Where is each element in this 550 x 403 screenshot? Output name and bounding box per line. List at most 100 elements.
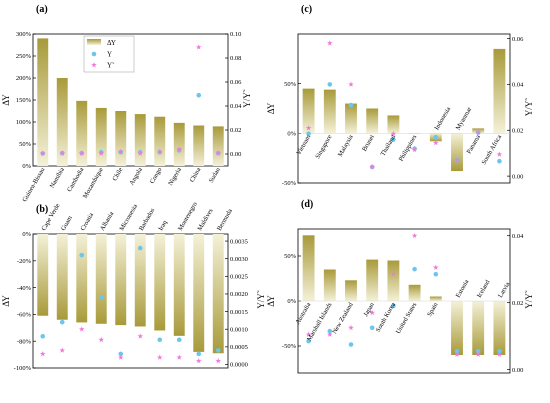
y-axis-title: ΔΥ — [266, 102, 276, 114]
bar-delta-9 — [493, 48, 506, 134]
point-upsilon-tilde-5 — [411, 232, 418, 239]
category-label: Panama — [466, 134, 482, 155]
y-tick-label: 50% — [284, 253, 297, 260]
bar-delta-3 — [95, 107, 107, 166]
category-label: Australia — [294, 301, 312, 325]
y-tick-label: 0% — [22, 231, 31, 238]
panel-label: (b) — [36, 204, 48, 215]
y-tick-label: 50% — [19, 141, 32, 148]
point-upsilon-2 — [348, 342, 354, 347]
category-label: Singapore — [314, 134, 333, 160]
y2-axis-title: Υ/Υ̃ — [524, 290, 534, 308]
bar-delta-8 — [472, 301, 485, 355]
category-label: Micronesia — [118, 203, 139, 232]
y-tick-label: -40% — [17, 285, 32, 292]
y2-tick-label: 0.0025 — [230, 274, 248, 281]
category-label: South Korea — [375, 301, 397, 333]
category-label: Spain — [426, 301, 440, 318]
bar-delta-5 — [408, 133, 421, 134]
point-upsilon-1 — [327, 82, 333, 87]
bar-delta-8 — [193, 125, 205, 166]
y-tick-label: 250% — [16, 53, 32, 60]
bar-delta-2 — [76, 234, 88, 323]
category-label: Iraq — [157, 219, 169, 232]
point-upsilon-tilde-3 — [98, 150, 105, 156]
point-upsilon-tilde-0 — [305, 331, 312, 337]
category-label: Chile — [111, 166, 124, 182]
point-upsilon-tilde-5 — [137, 150, 144, 156]
point-upsilon-3 — [369, 325, 375, 331]
y2-axis-title: Υ/Υ̃ — [242, 89, 252, 107]
point-upsilon-7 — [454, 348, 460, 354]
point-upsilon-0 — [40, 333, 46, 339]
y-tick-label: -100% — [14, 365, 32, 372]
y-tick-label: -60% — [17, 312, 32, 319]
panel-label: (a) — [36, 4, 48, 15]
category-label: Myanmar — [455, 105, 474, 131]
point-upsilon-8 — [196, 351, 202, 357]
y-tick-label: -80% — [17, 338, 32, 345]
y-tick-label: 0% — [287, 298, 296, 305]
point-upsilon-0 — [306, 338, 311, 344]
y-tick-label: 100% — [16, 119, 32, 126]
bar-delta-4 — [387, 260, 400, 301]
y2-tick-label: 0.02 — [512, 127, 523, 134]
point-upsilon-tilde-1 — [59, 150, 66, 156]
point-upsilon-tilde-8 — [475, 129, 481, 135]
bar-delta-0 — [302, 88, 315, 134]
category-label: Croatia — [79, 212, 95, 232]
point-upsilon-6 — [433, 271, 439, 277]
plot-frame — [32, 233, 229, 369]
bar-delta-3 — [366, 108, 379, 134]
bar-delta-5 — [134, 234, 146, 327]
y-axis-title: ΔΥ — [1, 94, 11, 106]
y2-tick-label: 0.0015 — [230, 309, 248, 316]
y2-tick-label: 0.0030 — [230, 256, 248, 263]
bar-delta-6 — [154, 116, 166, 166]
point-upsilon-7 — [176, 337, 182, 343]
point-upsilon-8 — [196, 92, 202, 98]
point-upsilon-tilde-1 — [59, 347, 66, 353]
point-upsilon-tilde-2 — [78, 326, 85, 332]
bar-delta-0 — [37, 234, 49, 316]
category-label: Congo — [149, 167, 164, 186]
y2-tick-label: 0.04 — [512, 233, 524, 240]
bar-delta-9 — [212, 126, 224, 166]
point-upsilon-tilde-6 — [156, 354, 163, 360]
bar-delta-7 — [451, 133, 463, 172]
bar-delta-5 — [134, 114, 146, 166]
legend-label-delta: ΔΥ — [107, 39, 116, 47]
bar-delta-3 — [366, 259, 379, 301]
point-upsilon-tilde-0 — [39, 150, 46, 156]
category-label: Iceland — [476, 278, 492, 299]
y2-axis-title: Υ/Υ̃ — [256, 290, 266, 308]
category-label: Guam — [60, 215, 74, 232]
bar-delta-1 — [323, 89, 336, 134]
bar-delta-2 — [76, 100, 88, 166]
category-label: Angola — [128, 166, 144, 186]
point-upsilon-9 — [497, 158, 502, 164]
y2-tick-label: 0.0000 — [230, 362, 248, 369]
category-label: Brunei — [361, 134, 376, 153]
point-upsilon-tilde-6 — [433, 264, 439, 270]
legend-bar-swatch — [87, 39, 101, 45]
legend-circle-swatch — [91, 51, 97, 57]
legend-label-upsilon: Υ — [107, 51, 112, 59]
point-upsilon-tilde-4 — [117, 148, 124, 154]
point-upsilon-1 — [59, 319, 65, 325]
category-label: Thailand — [380, 133, 398, 157]
point-upsilon-5 — [412, 266, 417, 272]
point-upsilon-3 — [98, 295, 104, 300]
bar-delta-7 — [173, 122, 185, 166]
category-label: Latvia — [497, 281, 511, 299]
y2-tick-label: 0.06 — [512, 36, 524, 43]
point-upsilon-0 — [306, 131, 311, 137]
point-upsilon-9 — [497, 348, 502, 354]
category-label: Indonesia — [433, 106, 452, 131]
y-tick-label: -20% — [17, 258, 32, 265]
category-label: Maldives — [196, 207, 214, 232]
bar-delta-0 — [37, 38, 49, 166]
bar-delta-0 — [302, 235, 315, 301]
point-upsilon-tilde-4 — [390, 271, 397, 277]
